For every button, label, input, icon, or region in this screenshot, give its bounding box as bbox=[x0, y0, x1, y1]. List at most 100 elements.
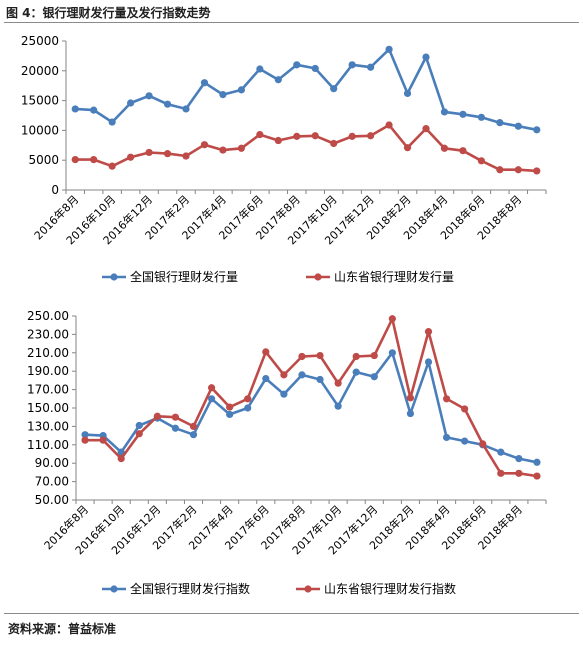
series-1-point bbox=[367, 132, 375, 140]
series-1-point bbox=[244, 395, 252, 403]
series-0-point bbox=[311, 64, 319, 73]
series-0-point bbox=[352, 368, 360, 376]
legend-marker bbox=[110, 585, 118, 593]
series-0-point bbox=[385, 45, 393, 53]
series-0-point bbox=[424, 358, 433, 366]
series-1-point bbox=[108, 162, 116, 170]
series-0-point bbox=[163, 100, 172, 108]
y-tick-label: 10000 bbox=[21, 123, 59, 137]
series-1-point bbox=[256, 130, 264, 139]
series-0-point bbox=[422, 53, 430, 61]
series-1-point bbox=[440, 144, 449, 152]
series-1-point bbox=[81, 436, 89, 444]
series-1-point bbox=[385, 121, 393, 129]
series-1-point bbox=[424, 328, 433, 336]
legend-marker bbox=[304, 585, 312, 593]
series-0-point bbox=[514, 122, 522, 130]
y-tick-label: 25000 bbox=[21, 34, 59, 48]
series-0-point bbox=[367, 63, 375, 71]
series-1-point bbox=[298, 352, 306, 361]
series-0-point bbox=[293, 61, 301, 69]
series-1-point bbox=[153, 412, 161, 420]
series-0-point bbox=[135, 421, 143, 430]
series-1-point bbox=[163, 150, 172, 158]
legend-label: 山东省银行理财发行指数 bbox=[324, 581, 456, 596]
series-0-point bbox=[388, 349, 396, 357]
y-tick-label: 90.00 bbox=[35, 456, 69, 470]
series-1-point bbox=[533, 472, 541, 480]
series-0-point bbox=[403, 89, 412, 98]
y-tick-label: 0 bbox=[51, 183, 59, 197]
series-1-point bbox=[127, 153, 135, 161]
series-0-point bbox=[334, 402, 342, 410]
series-0-point bbox=[442, 433, 451, 442]
series-1-point bbox=[514, 166, 522, 174]
series-1-point bbox=[189, 422, 198, 430]
series-0-point bbox=[330, 85, 338, 93]
series-0-point bbox=[280, 390, 288, 398]
series-0-point bbox=[81, 431, 89, 439]
series-0-point bbox=[298, 371, 306, 379]
series-0-point bbox=[145, 92, 153, 100]
series-1-point bbox=[71, 156, 79, 164]
series-1-point bbox=[207, 384, 216, 392]
y-tick-label: 210.00 bbox=[27, 346, 69, 360]
series-0-point bbox=[461, 437, 469, 445]
y-tick-label: 170.00 bbox=[27, 383, 69, 397]
y-tick-label: 130.00 bbox=[27, 419, 69, 433]
series-1-point bbox=[334, 379, 342, 387]
y-tick-label: 230.00 bbox=[27, 327, 69, 341]
series-1-point bbox=[171, 413, 180, 421]
series-0-point bbox=[316, 375, 324, 384]
series-1-point bbox=[459, 147, 467, 155]
series-0-point bbox=[497, 448, 505, 456]
series-0-point bbox=[237, 86, 245, 94]
series-0-point bbox=[406, 409, 415, 418]
y-tick-label: 250.00 bbox=[27, 309, 69, 323]
issuance-volume-chart: 05000100001500020000250002016年8月2016年10月… bbox=[21, 34, 547, 284]
y-tick-label: 150.00 bbox=[27, 401, 69, 415]
series-line-0 bbox=[84, 351, 538, 464]
series-0-point bbox=[219, 91, 227, 99]
series-1-point bbox=[477, 157, 485, 165]
issuance-index-chart: 50.00 70.00 90.00 110.00 130.00 150.00 170.00 1… bbox=[27, 309, 547, 596]
legend-marker bbox=[110, 273, 118, 281]
series-1-point bbox=[388, 315, 396, 323]
series-0-point bbox=[71, 105, 79, 113]
top-rule bbox=[4, 22, 579, 23]
bottom-rule bbox=[4, 613, 579, 614]
series-0-point bbox=[171, 424, 180, 432]
series-1-point bbox=[311, 132, 319, 140]
series-0-point bbox=[127, 99, 135, 107]
series-0-point bbox=[533, 126, 541, 134]
series-line-1 bbox=[75, 123, 537, 173]
y-tick-label: 20000 bbox=[21, 64, 59, 78]
series-0-point bbox=[256, 65, 264, 73]
series-0-point bbox=[477, 113, 485, 121]
series-0-point bbox=[262, 374, 270, 383]
series-1-point bbox=[145, 148, 153, 157]
series-1-point bbox=[406, 394, 415, 402]
series-0-point bbox=[90, 106, 98, 114]
series-1-point bbox=[262, 348, 270, 356]
y-tick-label: 50.00 bbox=[35, 493, 69, 507]
y-tick-label: 110.00 bbox=[27, 438, 69, 452]
series-0-point bbox=[274, 76, 282, 84]
series-1-point bbox=[422, 125, 430, 133]
series-1-point bbox=[219, 146, 227, 154]
series-1-point bbox=[330, 139, 338, 148]
series-0-point bbox=[182, 105, 190, 113]
series-line-1 bbox=[85, 317, 538, 478]
series-1-point bbox=[99, 436, 107, 444]
series-1-point bbox=[200, 141, 209, 149]
series-1-point bbox=[403, 144, 412, 152]
series-1-point bbox=[442, 395, 451, 403]
series-1-point bbox=[461, 405, 469, 413]
series-1-point bbox=[90, 156, 98, 164]
series-1-point bbox=[533, 167, 541, 175]
series-1-point bbox=[135, 430, 143, 438]
legend-marker bbox=[314, 273, 322, 281]
series-1-point bbox=[226, 403, 234, 411]
series-1-point bbox=[496, 166, 504, 174]
series-1-point bbox=[497, 469, 505, 477]
